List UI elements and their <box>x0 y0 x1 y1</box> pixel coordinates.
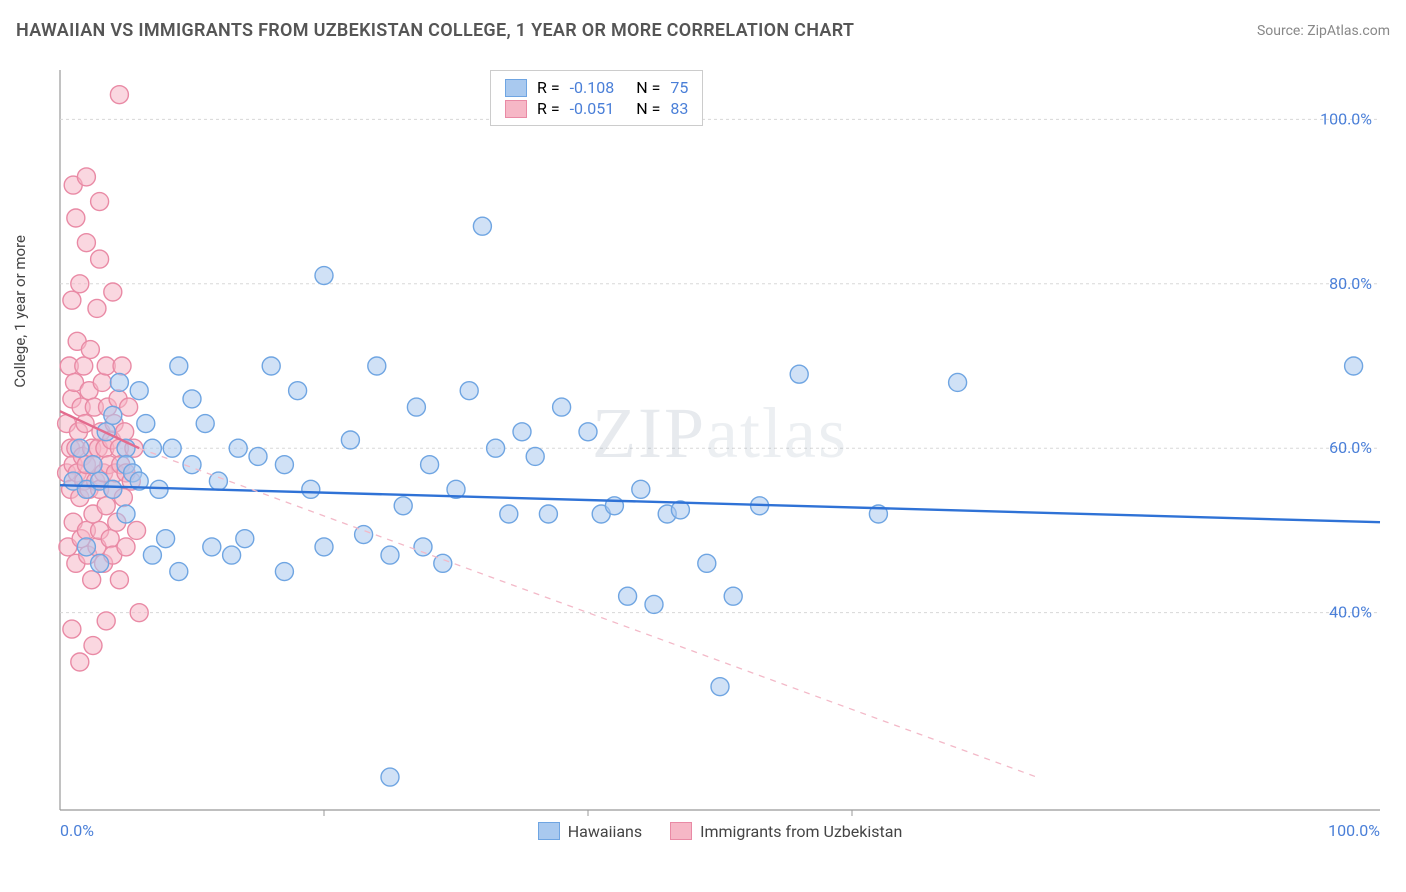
svg-text:60.0%: 60.0% <box>1329 438 1372 457</box>
legend-swatch-pink <box>505 100 527 118</box>
chart-title: HAWAIIAN VS IMMIGRANTS FROM UZBEKISTAN C… <box>16 20 854 41</box>
legend-r-label: R = <box>537 78 560 97</box>
scatter-plot: 40.0%60.0%80.0%100.0%0.0%100.0% <box>50 60 1390 850</box>
chart-container: College, 1 year or more 40.0%60.0%80.0%1… <box>50 60 1390 850</box>
legend-swatch-hawaiians <box>538 822 560 840</box>
correlation-legend: R = -0.108 N = 75 R = -0.051 N = 83 <box>490 70 703 126</box>
legend-row-series-0: R = -0.108 N = 75 <box>505 77 688 98</box>
series-legend: Hawaiians Immigrants from Uzbekistan <box>50 822 1390 845</box>
svg-text:100.0%: 100.0% <box>1320 109 1372 128</box>
legend-item-uzbekistan: Immigrants from Uzbekistan <box>670 822 902 841</box>
legend-row-series-1: R = -0.051 N = 83 <box>505 98 688 119</box>
legend-n-label: N = <box>636 99 660 118</box>
legend-item-hawaiians: Hawaiians <box>538 822 642 841</box>
svg-text:80.0%: 80.0% <box>1329 274 1372 293</box>
legend-swatch-blue <box>505 79 527 97</box>
legend-r-value-0: -0.108 <box>570 78 615 97</box>
legend-swatch-uzbekistan <box>670 822 692 840</box>
legend-n-value-1: 83 <box>670 99 688 118</box>
y-axis-label: College, 1 year or more <box>11 235 29 388</box>
svg-text:40.0%: 40.0% <box>1329 603 1372 622</box>
source-attribution: Source: ZipAtlas.com <box>1257 23 1390 39</box>
legend-n-value-0: 75 <box>670 78 688 97</box>
legend-label-hawaiians: Hawaiians <box>568 822 642 841</box>
legend-r-value-1: -0.051 <box>570 99 615 118</box>
legend-label-uzbekistan: Immigrants from Uzbekistan <box>700 822 902 841</box>
legend-n-label: N = <box>636 78 660 97</box>
legend-r-label: R = <box>537 99 560 118</box>
